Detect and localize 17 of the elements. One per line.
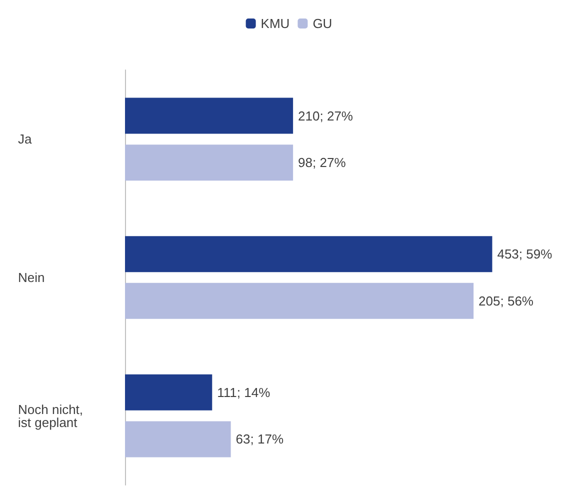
data-label: 98; 27% <box>298 155 346 170</box>
y-tick-label: Ja <box>18 132 32 147</box>
bar <box>125 421 231 458</box>
bar <box>125 98 294 134</box>
data-label: 453; 59% <box>497 246 553 262</box>
data-label: 63; 17% <box>236 432 284 447</box>
bar <box>125 282 474 319</box>
y-tick-label: Nein <box>18 270 45 285</box>
y-tick-label: Noch nicht, ist geplant <box>18 402 87 430</box>
data-label: 111; 14% <box>217 384 271 400</box>
bar <box>125 144 294 181</box>
data-label: 210; 27% <box>298 108 354 124</box>
legend-label: GU <box>312 16 332 31</box>
data-label: 205; 56% <box>478 293 534 308</box>
bar <box>125 374 212 410</box>
bar <box>125 236 492 272</box>
legend-label: KMU <box>260 16 290 31</box>
